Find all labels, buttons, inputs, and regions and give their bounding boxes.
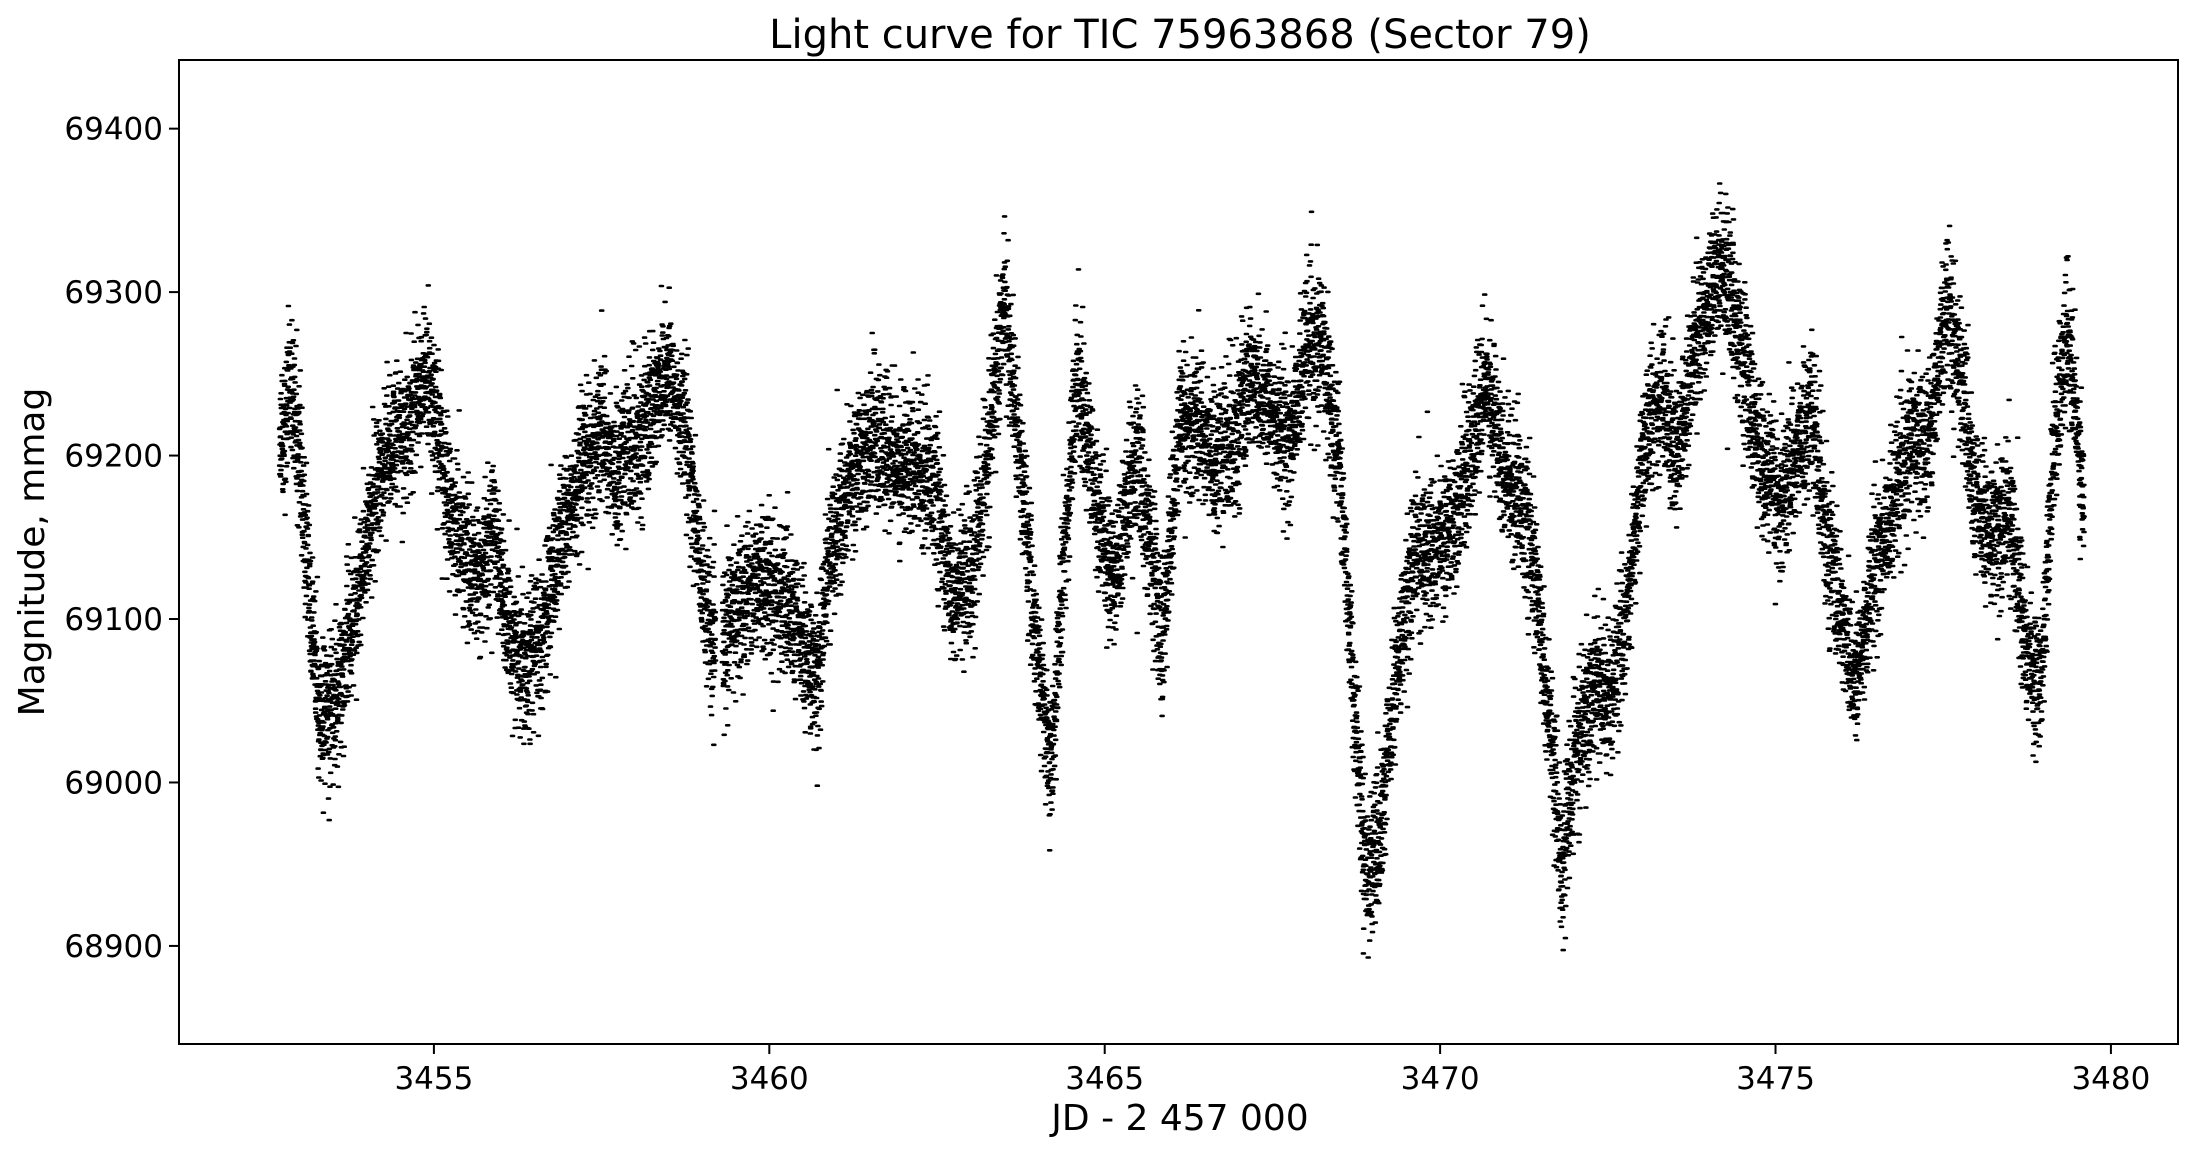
x-tick-label: 3470 xyxy=(1401,1061,1480,1097)
y-tick-label: 68900 xyxy=(64,929,163,965)
y-tick-label: 69000 xyxy=(64,765,163,801)
chart-title: Light curve for TIC 75963868 (Sector 79) xyxy=(769,12,1591,58)
x-axis-ticks: 3455 3460 3465 3470 3475 3480 xyxy=(394,1044,2150,1097)
y-axis-label: Magnitude, mmag xyxy=(12,388,53,717)
y-tick-label: 69200 xyxy=(64,439,163,475)
y-axis-ticks: 68900 69000 69100 69200 69300 69400 xyxy=(64,112,179,965)
x-tick-label: 3455 xyxy=(394,1061,473,1097)
x-axis-label: JD - 2 457 000 xyxy=(1049,1098,1308,1139)
plot-frame xyxy=(178,59,2179,1045)
x-tick-label: 3465 xyxy=(1065,1061,1144,1097)
data-points xyxy=(276,182,2087,959)
data-point-markers xyxy=(276,182,2087,959)
x-tick-label: 3460 xyxy=(730,1061,809,1097)
y-tick-label: 69300 xyxy=(64,275,163,311)
y-tick-label: 69400 xyxy=(64,112,163,148)
y-tick-label: 69100 xyxy=(64,602,163,638)
x-tick-label: 3475 xyxy=(1736,1061,1815,1097)
x-tick-label: 3480 xyxy=(2071,1061,2150,1097)
